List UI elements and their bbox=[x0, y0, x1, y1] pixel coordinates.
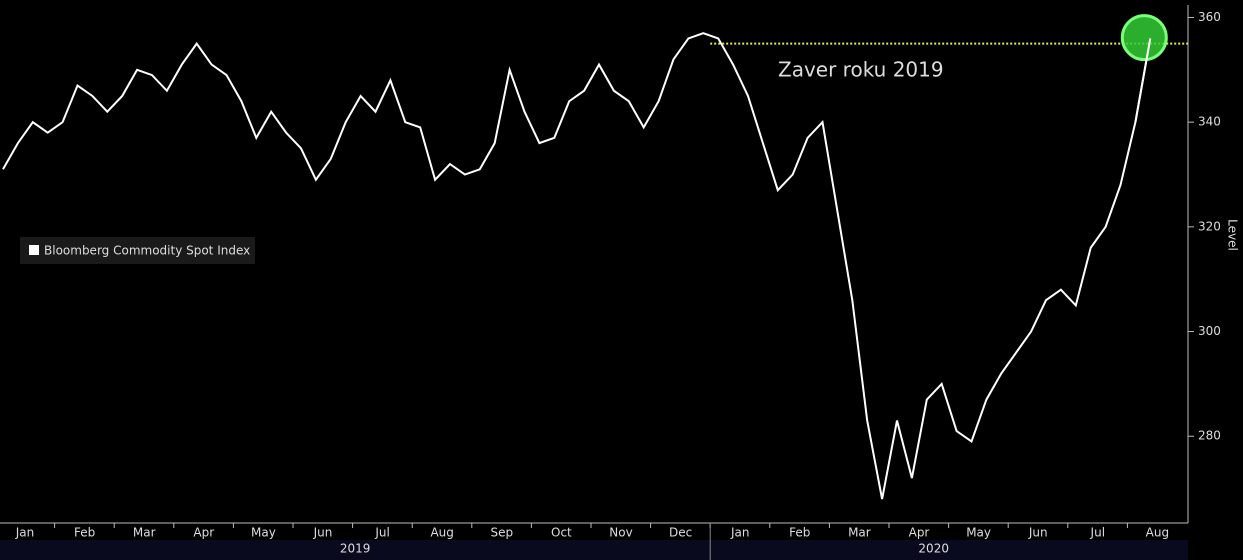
y-tick-label: 320 bbox=[1198, 219, 1221, 233]
x-tick-label: Jan bbox=[730, 526, 750, 540]
line-series bbox=[2, 32, 1152, 500]
x-tick-label: Jan bbox=[15, 526, 35, 540]
y-tick-label: 300 bbox=[1198, 324, 1221, 338]
x-tick-label: Oct bbox=[551, 526, 572, 540]
y-tick-label: 360 bbox=[1198, 10, 1221, 24]
year-label: 2020 bbox=[918, 542, 949, 556]
line-end bbox=[1134, 38, 1152, 123]
highlight-circle bbox=[1120, 14, 1168, 62]
x-tick-label: Apr bbox=[909, 526, 930, 540]
x-tick-label: Sep bbox=[490, 526, 513, 540]
y-axis-label: Level bbox=[1226, 219, 1240, 251]
x-tick-label: May bbox=[251, 526, 276, 540]
legend-label: Bloomberg Commodity Spot Index bbox=[44, 244, 250, 258]
legend bbox=[20, 237, 255, 264]
x-tick-label: Jul bbox=[1090, 526, 1105, 540]
x-tick-label: Feb bbox=[789, 526, 810, 540]
x-tick-label: Apr bbox=[193, 526, 214, 540]
year-label: 2019 bbox=[340, 542, 371, 556]
legend-swatch bbox=[29, 245, 39, 255]
x-tick-label: Mar bbox=[848, 526, 871, 540]
year-band bbox=[0, 540, 1188, 560]
x-tick-label: Jun bbox=[1028, 526, 1048, 540]
x-tick-label: Aug bbox=[1146, 526, 1169, 540]
x-tick-label: Dec bbox=[669, 526, 692, 540]
x-tick-label: May bbox=[966, 526, 991, 540]
y-tick-label: 340 bbox=[1198, 115, 1221, 129]
x-tick-label: Aug bbox=[430, 526, 453, 540]
y-tick-label: 280 bbox=[1198, 429, 1221, 443]
x-tick-label: Jun bbox=[313, 526, 333, 540]
x-tick-label: Jul bbox=[374, 526, 389, 540]
x-tick-label: Nov bbox=[609, 526, 632, 540]
annotation: Zaver roku 2019 bbox=[778, 58, 944, 82]
x-tick-label: Feb bbox=[74, 526, 95, 540]
x-tick-label: Mar bbox=[133, 526, 156, 540]
